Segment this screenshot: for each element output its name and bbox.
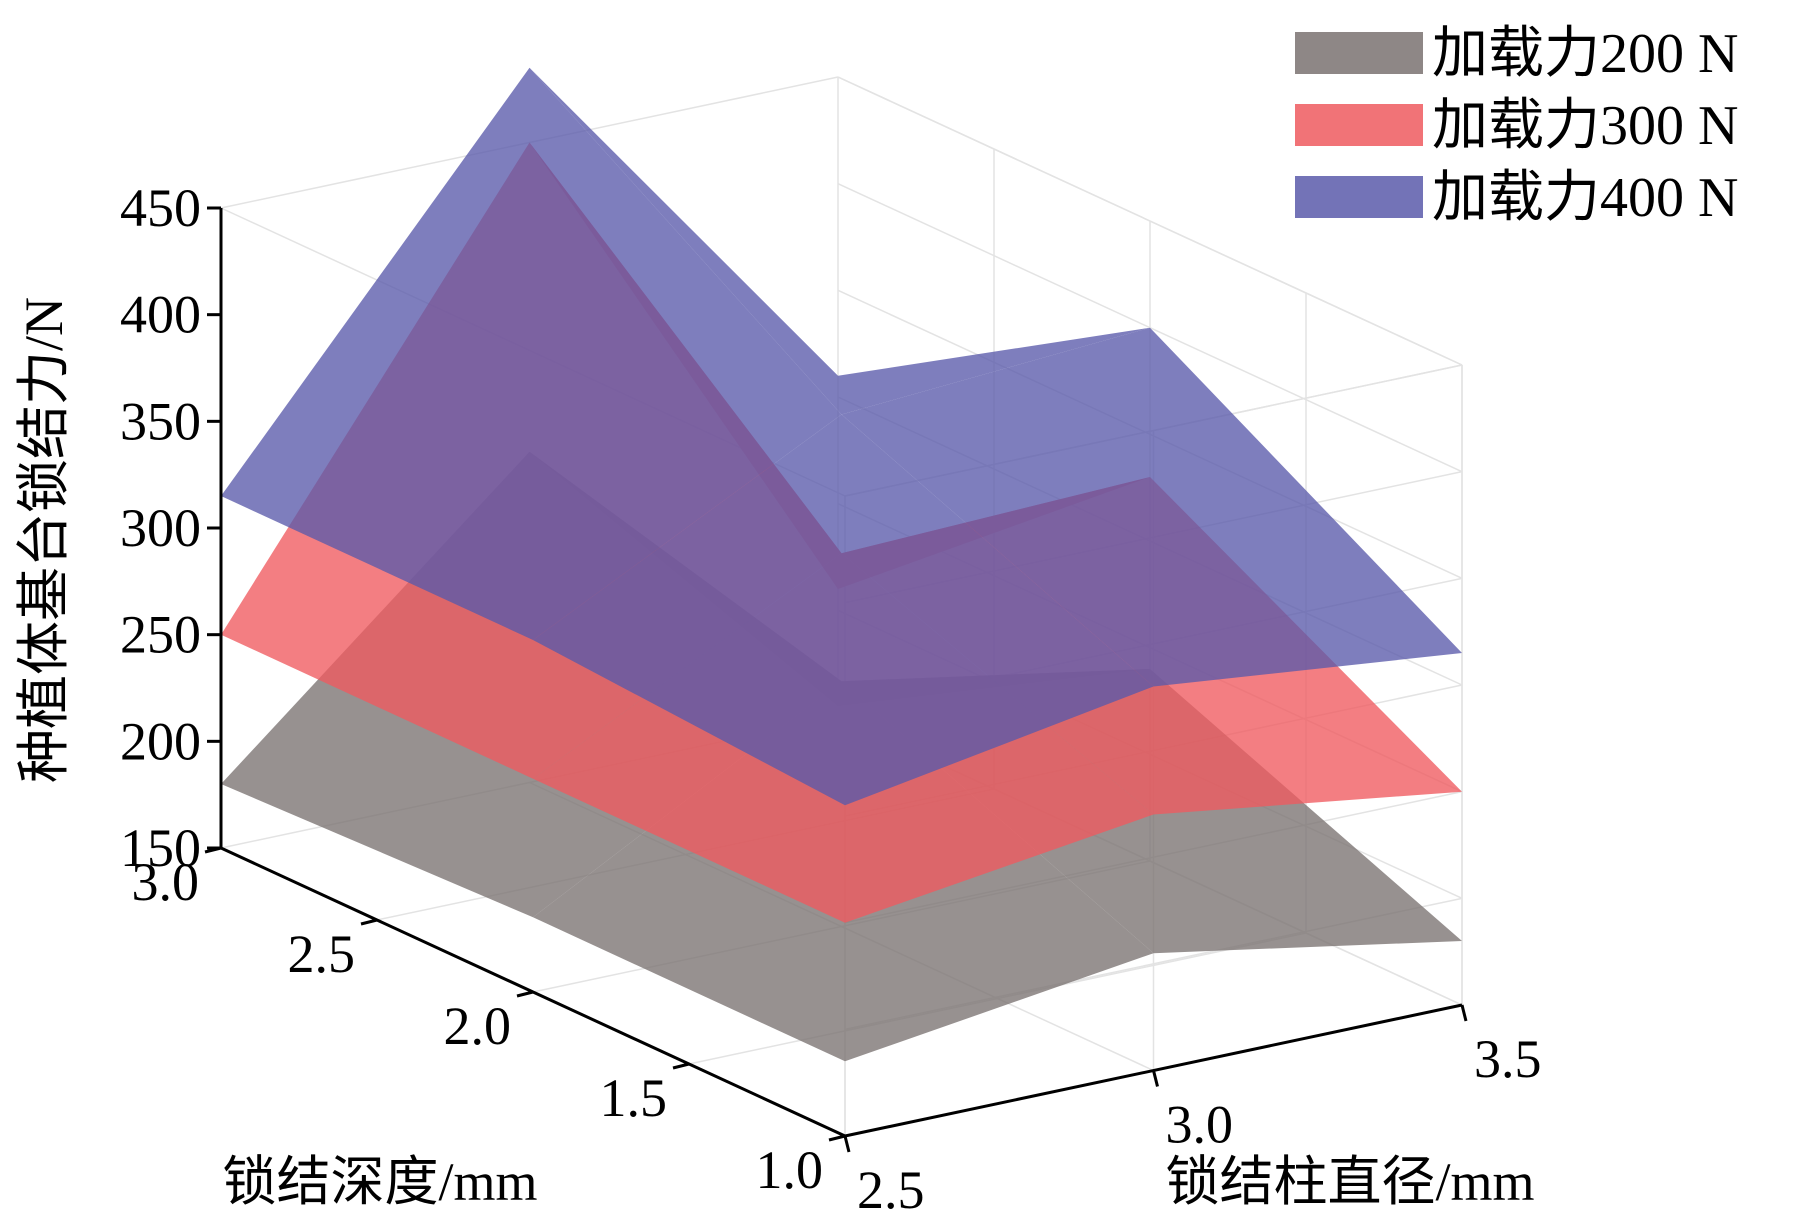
x-tick-label: 3.5 [1474,1029,1542,1089]
y-tick-label: 1.0 [756,1140,824,1200]
y-tick-mark [672,1062,690,1070]
y-tick-mark [360,918,378,926]
surface-patch [841,327,1462,687]
legend: 加载力200 N 加载力300 N 加载力400 N [1295,23,1738,229]
x-axis-label: 锁结柱直径/mm [1165,1152,1534,1212]
z-tick-label: 350 [120,391,201,451]
y-tick-label: 1.5 [600,1068,668,1128]
z-tick-label: 250 [120,605,201,665]
x-tick-mark [1152,1070,1159,1087]
y-axis-label: 锁结深度/mm [222,1152,537,1212]
y-tick-label: 2.5 [288,924,356,984]
legend-label: 加载力200 N [1432,23,1738,85]
legend-swatch [1295,32,1423,74]
tick-labels: 150 200 250 300 350 400 450 1.0 1.5 2.0 2.5 3.0 2.5 3… [120,178,1542,1218]
y-tick-label: 2.0 [444,996,512,1056]
y-tick-label: 3.0 [132,852,200,912]
legend-swatch [1295,104,1423,146]
legend-label: 加载力400 N [1432,167,1738,229]
surfaces [221,67,1462,1062]
legend-label: 加载力300 N [1432,95,1738,157]
z-tick-label: 150 [120,818,201,878]
z-tick-label: 400 [120,285,201,345]
surface-patch [221,67,842,641]
y-tick-mark [204,846,222,854]
x-tick-mark [1460,1004,1468,1022]
x-tick-label: 2.5 [857,1160,925,1218]
y-tick-mark [516,990,534,998]
z-axis-label: 种植体基台锁结力/N [14,297,74,783]
surface-patch [533,414,1154,806]
x-tick-mark [843,1135,851,1153]
z-tick-label: 450 [120,178,201,238]
y-tick-mark [828,1134,846,1142]
z-tick-label: 300 [120,498,201,558]
x-tick-label: 3.0 [1166,1095,1234,1155]
legend-swatch [1295,176,1423,218]
axes [204,206,1468,1153]
box-edge [837,76,1463,366]
surface-3 [221,67,1462,806]
z-tick-label: 200 [120,711,201,771]
